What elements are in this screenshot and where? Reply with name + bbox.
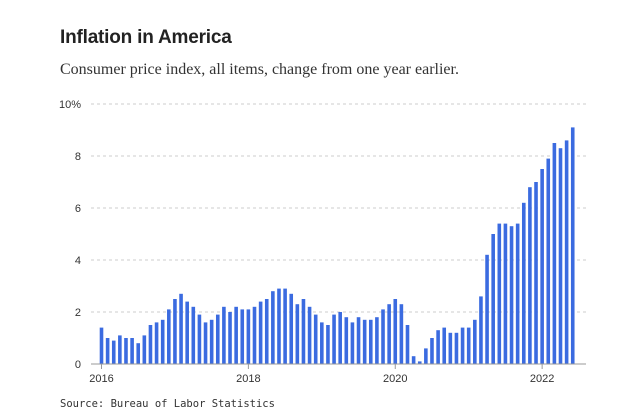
- bar: [485, 254, 489, 364]
- bar: [460, 327, 465, 364]
- x-axis-ticks: 2016 2018 2020 2022: [89, 364, 554, 385]
- bar: [362, 319, 367, 364]
- bar: [215, 314, 220, 364]
- bar: [405, 325, 410, 364]
- bar: [136, 343, 141, 364]
- bar: [430, 338, 434, 364]
- bar: [411, 356, 416, 364]
- bar: [295, 304, 300, 364]
- bar: [570, 127, 575, 365]
- bar: [442, 327, 447, 364]
- bar: [185, 301, 189, 364]
- bar: [534, 182, 538, 364]
- bar: [130, 338, 134, 364]
- bar: [350, 322, 355, 364]
- bar: [179, 293, 183, 364]
- bar: [564, 140, 569, 364]
- y-tick-label: 10%: [59, 99, 81, 111]
- bar: [393, 299, 398, 364]
- y-tick-label: 8: [75, 151, 81, 163]
- bar: [368, 319, 373, 364]
- bar: [258, 301, 263, 364]
- source-note: Source: Bureau of Labor Statistics: [60, 398, 275, 410]
- bar: [264, 299, 269, 364]
- bar: [240, 309, 245, 364]
- bar: [197, 314, 202, 364]
- y-tick-label: 6: [75, 203, 81, 215]
- bar: [289, 293, 294, 364]
- bar: [154, 322, 159, 364]
- bar: [326, 325, 330, 364]
- bar: [99, 327, 104, 364]
- bar: [338, 312, 342, 364]
- bar: [234, 306, 238, 364]
- bar: [381, 309, 385, 364]
- bar: [301, 299, 306, 364]
- bar: [277, 288, 281, 364]
- bar: [111, 340, 116, 364]
- bar: [313, 314, 318, 364]
- bar: [503, 223, 508, 364]
- bar: [173, 299, 177, 364]
- y-axis-ticks: 0 2 4 6 8 10%: [59, 99, 81, 371]
- bar: [283, 288, 287, 364]
- x-tick-label: 2020: [383, 373, 407, 385]
- bar: [191, 306, 196, 364]
- bar: [521, 202, 526, 364]
- bar: [497, 223, 502, 364]
- bar: [515, 223, 520, 364]
- bar: [424, 348, 428, 364]
- x-tick-label: 2018: [236, 373, 260, 385]
- bar: [399, 304, 404, 364]
- chart-title: Inflation in America: [60, 27, 232, 48]
- bar: [387, 304, 391, 364]
- y-tick-label: 0: [75, 359, 81, 371]
- x-tick-label: 2016: [89, 373, 113, 385]
- bar: [307, 306, 312, 364]
- chart-subtitle: Consumer price index, all items, change …: [60, 61, 459, 78]
- bar: [124, 338, 128, 364]
- x-tick-label: 2022: [530, 373, 554, 385]
- y-tick-label: 2: [75, 307, 81, 319]
- bar: [509, 226, 514, 364]
- bar: [118, 335, 122, 364]
- bar: [417, 361, 422, 364]
- y-tick-label: 4: [75, 255, 81, 267]
- bar: [148, 325, 153, 364]
- bar: [454, 332, 459, 364]
- bar: [558, 148, 563, 364]
- bar: [473, 319, 477, 364]
- bars: [99, 127, 575, 365]
- bar: [479, 296, 483, 364]
- bar: [222, 306, 226, 364]
- bar: [320, 322, 324, 364]
- bar: [142, 335, 147, 364]
- bar: [209, 319, 214, 364]
- bar: [344, 317, 349, 364]
- bar: [203, 322, 208, 364]
- bar: [160, 319, 165, 364]
- bar: [466, 327, 471, 364]
- bar: [105, 338, 110, 364]
- bar: [246, 309, 251, 364]
- bar: [271, 291, 275, 364]
- bar: [540, 169, 544, 364]
- bar: [356, 317, 361, 364]
- bar: [448, 332, 453, 364]
- bar: [528, 187, 532, 364]
- bar: [546, 158, 551, 364]
- bar: [228, 312, 232, 364]
- bar: [552, 143, 557, 364]
- bar: [491, 234, 495, 364]
- bar: [332, 314, 336, 364]
- bar: [252, 306, 257, 364]
- bar: [375, 317, 379, 364]
- bar: [167, 309, 171, 364]
- bar: [436, 330, 440, 364]
